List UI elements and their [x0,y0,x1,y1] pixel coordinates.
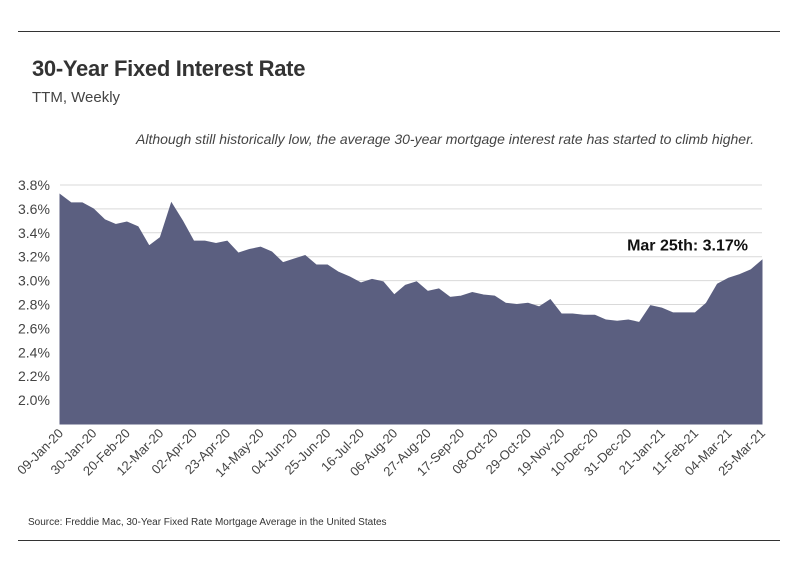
chart-annotation: Although still historically low, the ave… [136,131,755,147]
y-tick-label: 3.0% [18,273,50,289]
y-tick-label: 3.6% [18,201,50,217]
chart-subtitle: TTM, Weekly [32,89,121,106]
y-tick-label: 2.6% [18,320,50,336]
y-tick-label: 2.2% [18,368,50,384]
area-series [59,193,763,425]
y-tick-label: 2.0% [18,392,50,408]
callout-layer: Mar 25th: 3.17% [627,237,748,254]
y-tick-label: 3.8% [18,177,50,193]
rate-area [59,193,763,425]
y-tick-label: 2.8% [18,297,50,313]
callout-label: Mar 25th: 3.17% [627,237,748,254]
y-axis-ticks: 3.8% 3.6% 3.4% 3.2% 3.0% 2.8% 2.6% 2.4% 2.2% 2.0% [18,177,50,408]
y-tick-label: 3.4% [18,225,50,241]
chart-title: 30-Year Fixed Interest Rate [32,56,306,81]
y-tick-label: 3.2% [18,249,50,265]
source-note: Source: Freddie Mac, 30-Year Fixed Rate … [28,517,387,528]
y-tick-label: 2.4% [18,344,50,360]
bottom-rule [18,540,780,541]
top-rule [18,31,780,32]
x-axis-ticks: 09-Jan-2030-Jan-2020-Feb-2012-Mar-2002-A… [14,426,768,481]
